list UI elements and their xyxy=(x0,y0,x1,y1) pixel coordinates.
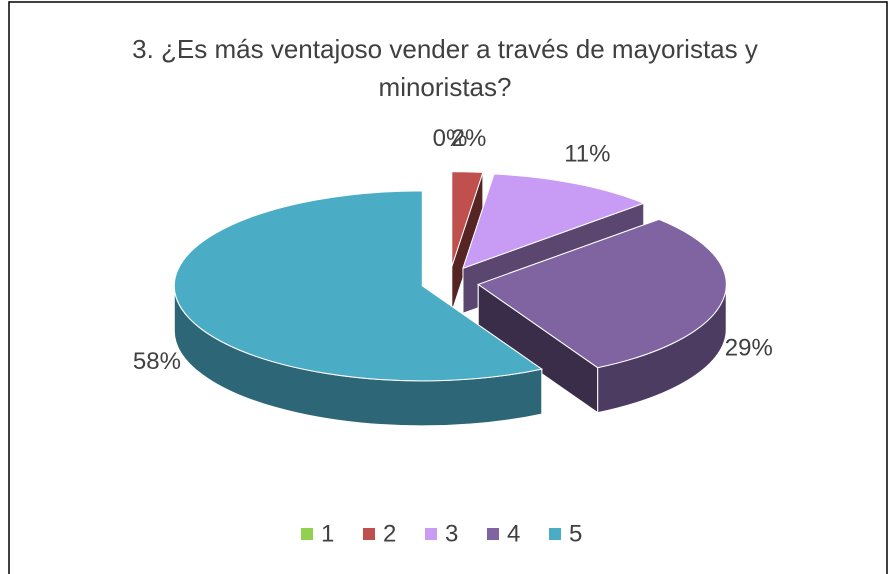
slice xyxy=(477,218,727,369)
legend-label: 4 xyxy=(507,520,520,547)
data-label: 2% xyxy=(452,125,487,152)
legend-swatch xyxy=(549,528,561,540)
legend-swatch xyxy=(363,528,375,540)
legend-swatch xyxy=(487,528,499,540)
legend-swatch xyxy=(425,528,437,540)
data-label: 29% xyxy=(725,335,773,362)
slice xyxy=(451,171,484,267)
data-label: 0% xyxy=(433,125,468,152)
data-label: 58% xyxy=(133,348,181,375)
data-label: 11% xyxy=(564,140,610,167)
legend: 1 2 3 4 5 xyxy=(301,520,582,547)
legend-label: 3 xyxy=(445,520,458,547)
slice xyxy=(462,173,646,270)
legend-label: 1 xyxy=(321,520,334,547)
legend-label: 2 xyxy=(383,520,396,547)
chart-title: 3. ¿Es más ventajoso vender a través de … xyxy=(132,34,758,102)
chart-border xyxy=(8,1,888,574)
legend-label: 5 xyxy=(569,520,582,547)
pie xyxy=(173,171,727,427)
legend-swatch xyxy=(301,528,313,540)
slice xyxy=(173,190,544,382)
